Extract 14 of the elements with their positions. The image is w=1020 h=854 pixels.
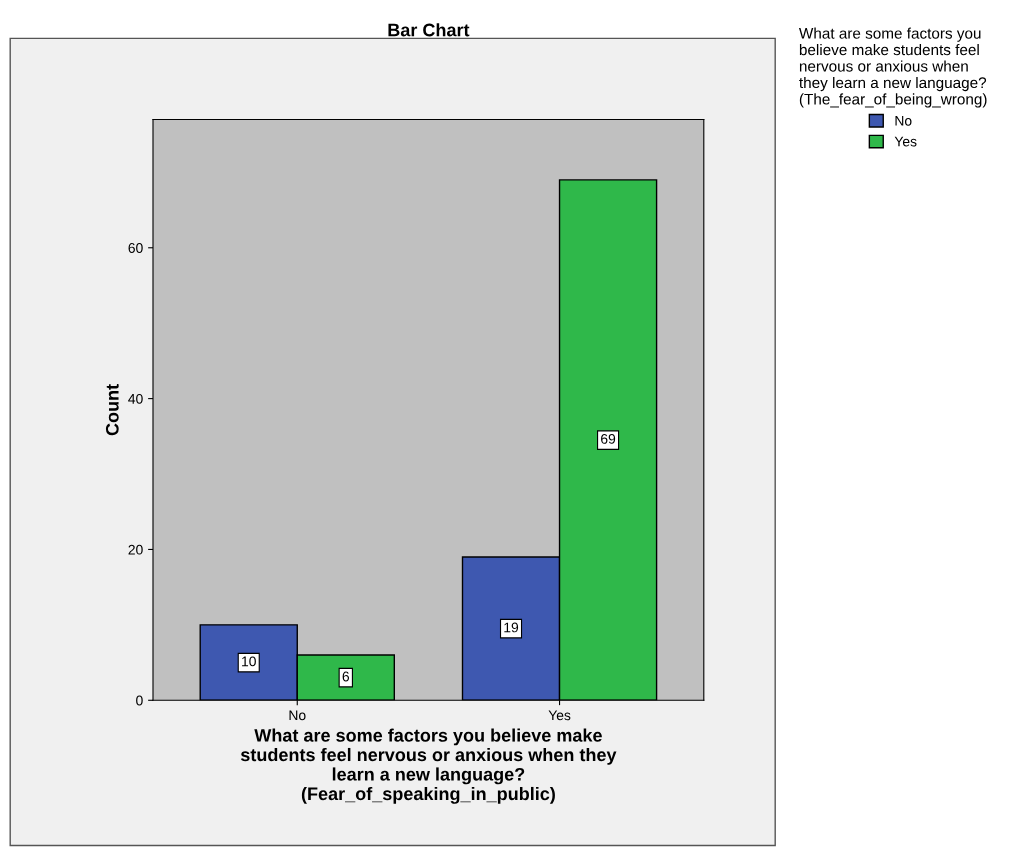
y-tick-label: 0 bbox=[136, 695, 143, 706]
legend-title: What are some factors you believe make students feel nervous or anxious when they learn a new language? (The_fear_of_being_wrong) bbox=[798, 27, 987, 108]
y-axis-title: Count bbox=[105, 384, 119, 436]
chart-title: Bar Chart bbox=[388, 23, 470, 37]
legend-label: Yes bbox=[894, 136, 917, 147]
data-label: 69 bbox=[601, 433, 616, 444]
data-label: 10 bbox=[242, 656, 256, 667]
legend-label: No bbox=[895, 115, 912, 126]
y-tick-label: 20 bbox=[128, 544, 143, 555]
data-label: 6 bbox=[342, 671, 350, 682]
x-axis-title: What are some factors you believe make students feel nervous or anxious when they learn a new language? (Fear_of_speaking_in_public) bbox=[240, 728, 617, 804]
data-label: 19 bbox=[504, 622, 519, 633]
y-tick-label: 40 bbox=[128, 393, 143, 404]
y-tick-label: 60 bbox=[128, 243, 143, 253]
